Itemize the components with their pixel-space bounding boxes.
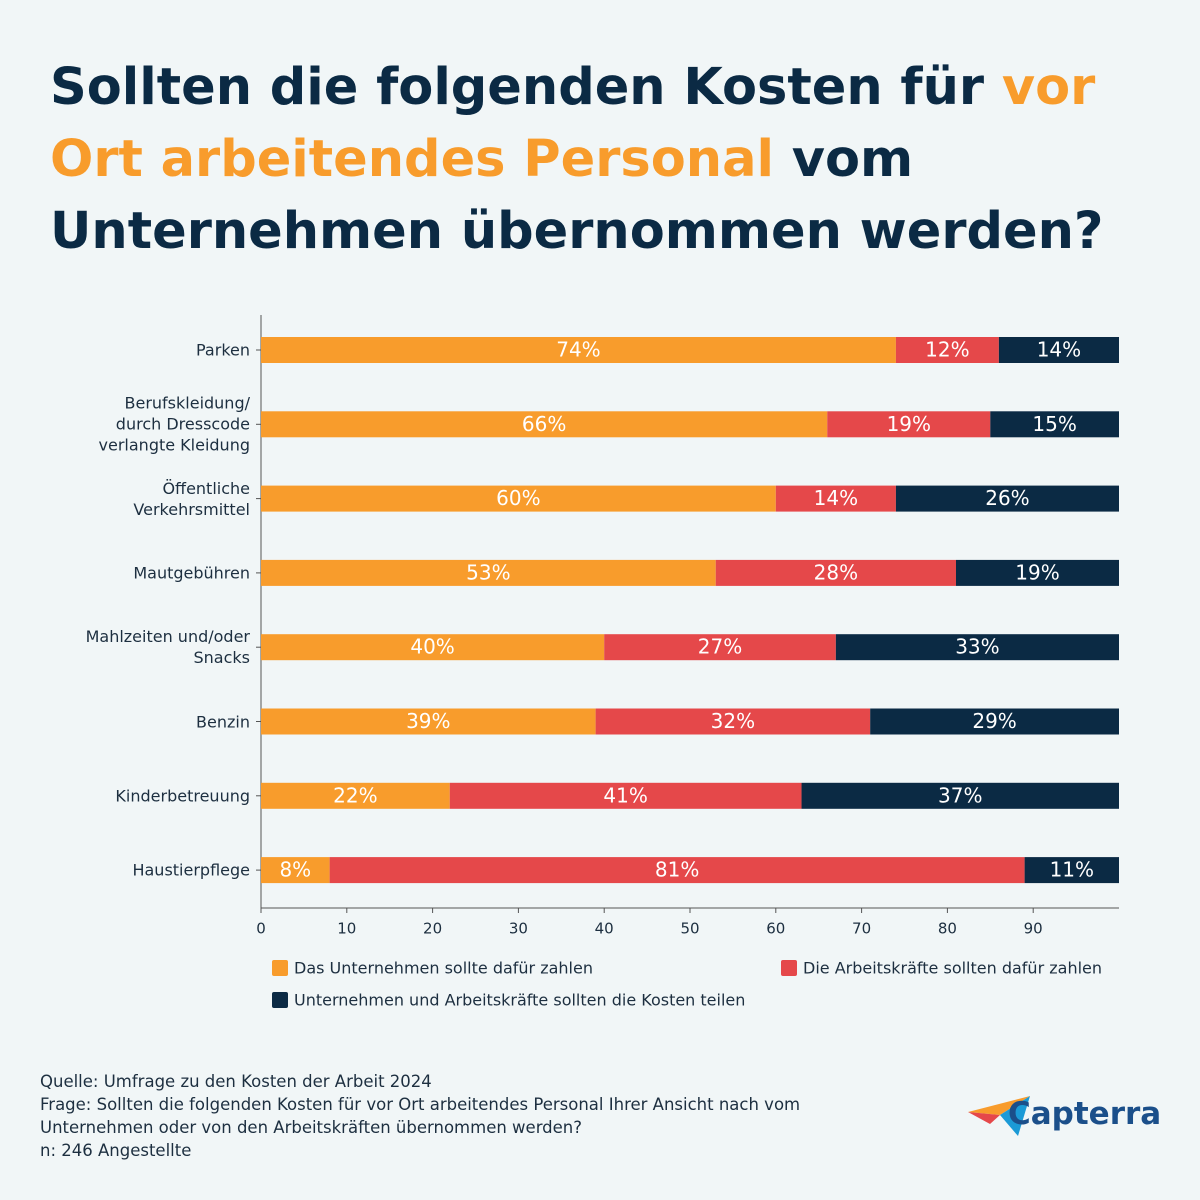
sample-size: n: 246 Angestellte — [40, 1141, 192, 1160]
title-highlight: vor Ort arbeitendes Personal — [50, 58, 1096, 189]
value-label: 81% — [655, 858, 699, 882]
bar-segment — [261, 337, 896, 363]
bar-segment — [895, 485, 1119, 512]
source: Quelle: Umfrage zu den Kosten der Arbeit… — [40, 1072, 432, 1091]
y-tick-label: Mautgebühren — [133, 563, 250, 583]
value-label: 26% — [985, 486, 1029, 510]
value-label: 27% — [698, 635, 742, 659]
footer: Quelle: Umfrage zu den Kosten der Arbeit… — [40, 1070, 870, 1162]
value-label: 19% — [887, 412, 931, 436]
x-tick-label: 10 — [337, 920, 356, 938]
bar-segment — [261, 559, 716, 586]
bar-segment — [1024, 857, 1119, 884]
question: Frage: Sollten die folgenden Kosten für … — [40, 1095, 801, 1137]
bar-segment — [595, 708, 871, 735]
value-label: 41% — [603, 783, 647, 807]
bar-segment — [261, 634, 605, 661]
legend-swatch — [781, 960, 797, 976]
bar-segment — [261, 857, 330, 884]
bar-segment — [604, 634, 836, 661]
logo-icon — [1000, 1096, 1030, 1136]
value-label: 15% — [1032, 412, 1076, 436]
x-tick-label: 70 — [852, 920, 871, 938]
value-label: 12% — [925, 338, 969, 362]
value-label: 39% — [406, 709, 450, 733]
x-tick-label: 0 — [256, 920, 266, 938]
value-label: 60% — [496, 486, 540, 510]
legend-entry: Die Arbeitskräfte sollten dafür zahlen — [803, 958, 1103, 978]
value-label: 11% — [1050, 858, 1094, 882]
bar-segment — [261, 411, 828, 438]
value-label: 32% — [711, 709, 755, 733]
y-tick-label: Berufskleidung/ durch Dresscode verlangt… — [98, 393, 250, 455]
logo-icon — [968, 1096, 1030, 1115]
y-tick-label: Parken — [196, 340, 250, 360]
value-label: 14% — [1037, 338, 1081, 362]
x-tick-label: 50 — [680, 920, 699, 938]
value-label: 40% — [410, 635, 454, 659]
value-label: 53% — [466, 560, 510, 584]
value-label: 19% — [1015, 560, 1059, 584]
value-label: 37% — [938, 783, 982, 807]
bar-segment — [870, 708, 1119, 735]
y-tick-label: Kinderbetreuung — [115, 786, 250, 806]
value-label: 22% — [333, 783, 377, 807]
value-label: 66% — [522, 412, 566, 436]
x-tick-label: 40 — [595, 920, 614, 938]
bar-segment — [801, 782, 1119, 809]
bar-segment — [329, 857, 1025, 884]
chart-title: Sollten die folgenden Kosten für vor Ort… — [50, 52, 1160, 268]
bar-segment — [775, 485, 896, 512]
x-tick-label: 30 — [509, 920, 528, 938]
legend-swatch — [272, 992, 288, 1008]
title-part: vom Unternehmen übernommen werden? — [50, 130, 1104, 261]
bar-segment — [449, 782, 802, 809]
value-label: 74% — [556, 338, 600, 362]
logo: Capterra — [1008, 1096, 1162, 1132]
title-part: Sollten die folgenden Kosten für — [50, 58, 1002, 117]
legend-entry: Unternehmen und Arbeitskräfte sollten di… — [294, 990, 746, 1010]
bar-segment — [895, 337, 999, 363]
x-tick-label: 60 — [766, 920, 785, 938]
bar-segment — [261, 485, 776, 512]
y-tick-label: Mahlzeiten und/oder Snacks — [85, 627, 250, 668]
bar-segment — [835, 634, 1119, 661]
y-tick-label: Benzin — [196, 712, 250, 731]
y-tick-label: Öffentliche Verkehrsmittel — [133, 478, 250, 519]
bar-segment — [261, 782, 450, 809]
x-tick-label: 20 — [423, 920, 442, 938]
x-tick-label: 90 — [1024, 920, 1043, 938]
legend-entry: Das Unternehmen sollte dafür zahlen — [294, 958, 593, 978]
bar-segment — [827, 411, 991, 438]
bar-segment — [990, 411, 1119, 438]
y-tick-label: Haustierpflege — [132, 860, 250, 880]
value-label: 14% — [814, 486, 858, 510]
logo-icon — [968, 1112, 1000, 1124]
x-tick-label: 80 — [938, 920, 957, 938]
value-label: 8% — [279, 858, 311, 882]
legend-swatch — [272, 960, 288, 976]
bar-segment — [998, 337, 1119, 363]
value-label: 29% — [972, 709, 1016, 733]
bar-segment — [715, 559, 956, 586]
value-label: 33% — [955, 635, 999, 659]
value-label: 28% — [814, 560, 858, 584]
bar-segment — [261, 708, 596, 735]
bar-segment — [955, 559, 1119, 586]
